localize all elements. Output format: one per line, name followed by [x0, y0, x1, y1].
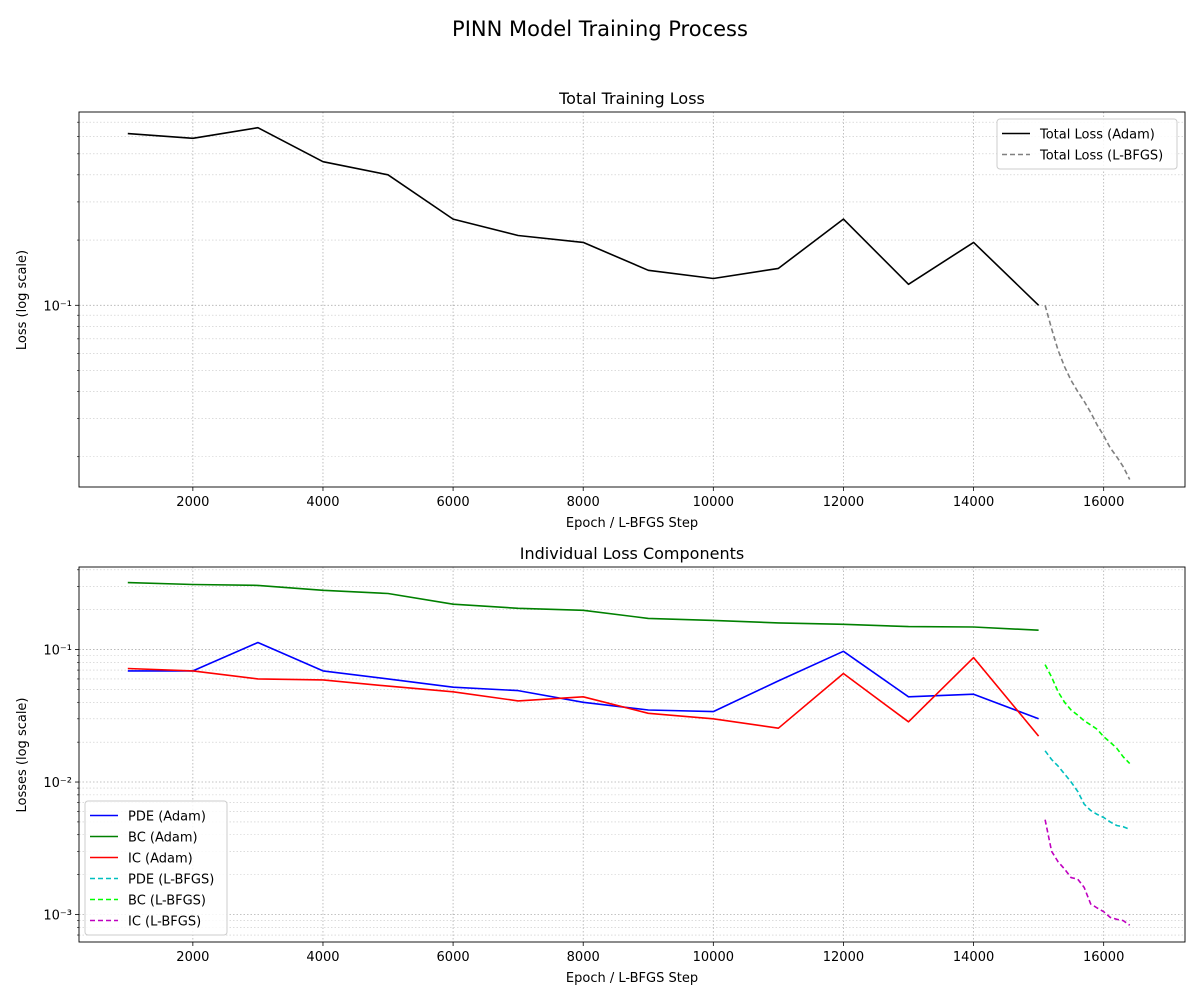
ax0-legend: Total Loss (Adam) Total Loss (L-BFGS)	[996, 118, 1178, 170]
ax0-legend-box	[996, 118, 1178, 170]
ax1-title: Individual Loss Components	[520, 544, 744, 563]
ax1-legend-label: PDE (L-BFGS)	[128, 873, 214, 888]
ax1-series-line	[1044, 750, 1130, 831]
ax1-xtick-label: 14000	[953, 950, 994, 965]
ax0-xtick-label: 6000	[437, 495, 470, 510]
ax1-xtick-label: 6000	[437, 950, 470, 965]
ax0-series-line	[1044, 305, 1131, 480]
ax0-xlabel: Epoch / L-BFGS Step	[566, 516, 698, 531]
ax1-xtick-label: 8000	[567, 950, 600, 965]
figure-suptitle: PINN Model Training Process	[452, 17, 748, 41]
ax1-xtick-label: 16000	[1083, 950, 1124, 965]
ax1-series-line	[127, 641, 1039, 720]
ax0-legend-label: Total Loss (Adam)	[1039, 128, 1155, 143]
ax0-xtick-label: 8000	[567, 495, 600, 510]
ax0-xtick-label: 16000	[1083, 495, 1124, 510]
ax0-xtick-label: 14000	[953, 495, 994, 510]
ax1-xtick-label: 10000	[693, 950, 734, 965]
ax1-series-line	[1044, 664, 1131, 765]
ax0-xtick-label: 12000	[823, 495, 864, 510]
ax1-ytick-label: 10⁻²	[43, 776, 72, 791]
ax1-series-line	[127, 656, 1040, 737]
ax1-series-line	[127, 581, 1039, 631]
ax0-frame	[78, 111, 1186, 488]
ax1-grid	[79, 567, 1185, 942]
total-loss-panel: Total Training Loss Epoch / L-BFGS Step …	[15, 89, 1186, 531]
ax0-ylabel: Loss (log scale)	[15, 250, 30, 350]
ax1-xtick-label: 2000	[176, 950, 209, 965]
ax1-legend-label: IC (L-BFGS)	[128, 915, 201, 930]
ax1-xlabel: Epoch / L-BFGS Step	[566, 971, 698, 986]
ax1-legend-label: IC (Adam)	[128, 852, 193, 867]
ax1-legend: PDE (Adam) BC (Adam) IC (Adam) PDE (L-BFGS)…	[84, 800, 228, 936]
ax1-ytick-label: 10⁻³	[43, 908, 72, 923]
ax1-series-line	[1044, 819, 1131, 926]
ax1-legend-label: BC (Adam)	[128, 831, 198, 846]
ax0-title: Total Training Loss	[558, 89, 705, 108]
ax0-legend-label: Total Loss (L-BFGS)	[1039, 149, 1163, 164]
ax0-xtick-label: 2000	[176, 495, 209, 510]
ax0-xtick-label: 4000	[306, 495, 339, 510]
ax1-frame	[78, 566, 1186, 943]
ax1-xtick-label: 12000	[823, 950, 864, 965]
ax1-legend-label: BC (L-BFGS)	[128, 894, 206, 909]
components-panel: Individual Loss Components Epoch / L-BFG…	[15, 544, 1186, 986]
ax1-xtick-label: 4000	[306, 950, 339, 965]
ax1-ylabel: Losses (log scale)	[15, 697, 30, 812]
ax1-legend-box	[84, 800, 228, 936]
ax0-series-line	[127, 126, 1040, 306]
ax1-ytick-label: 10⁻¹	[43, 644, 72, 659]
ax1-legend-label: PDE (Adam)	[128, 810, 206, 825]
ax0-ytick-label: 10⁻¹	[43, 299, 72, 314]
ax0-xtick-label: 10000	[693, 495, 734, 510]
